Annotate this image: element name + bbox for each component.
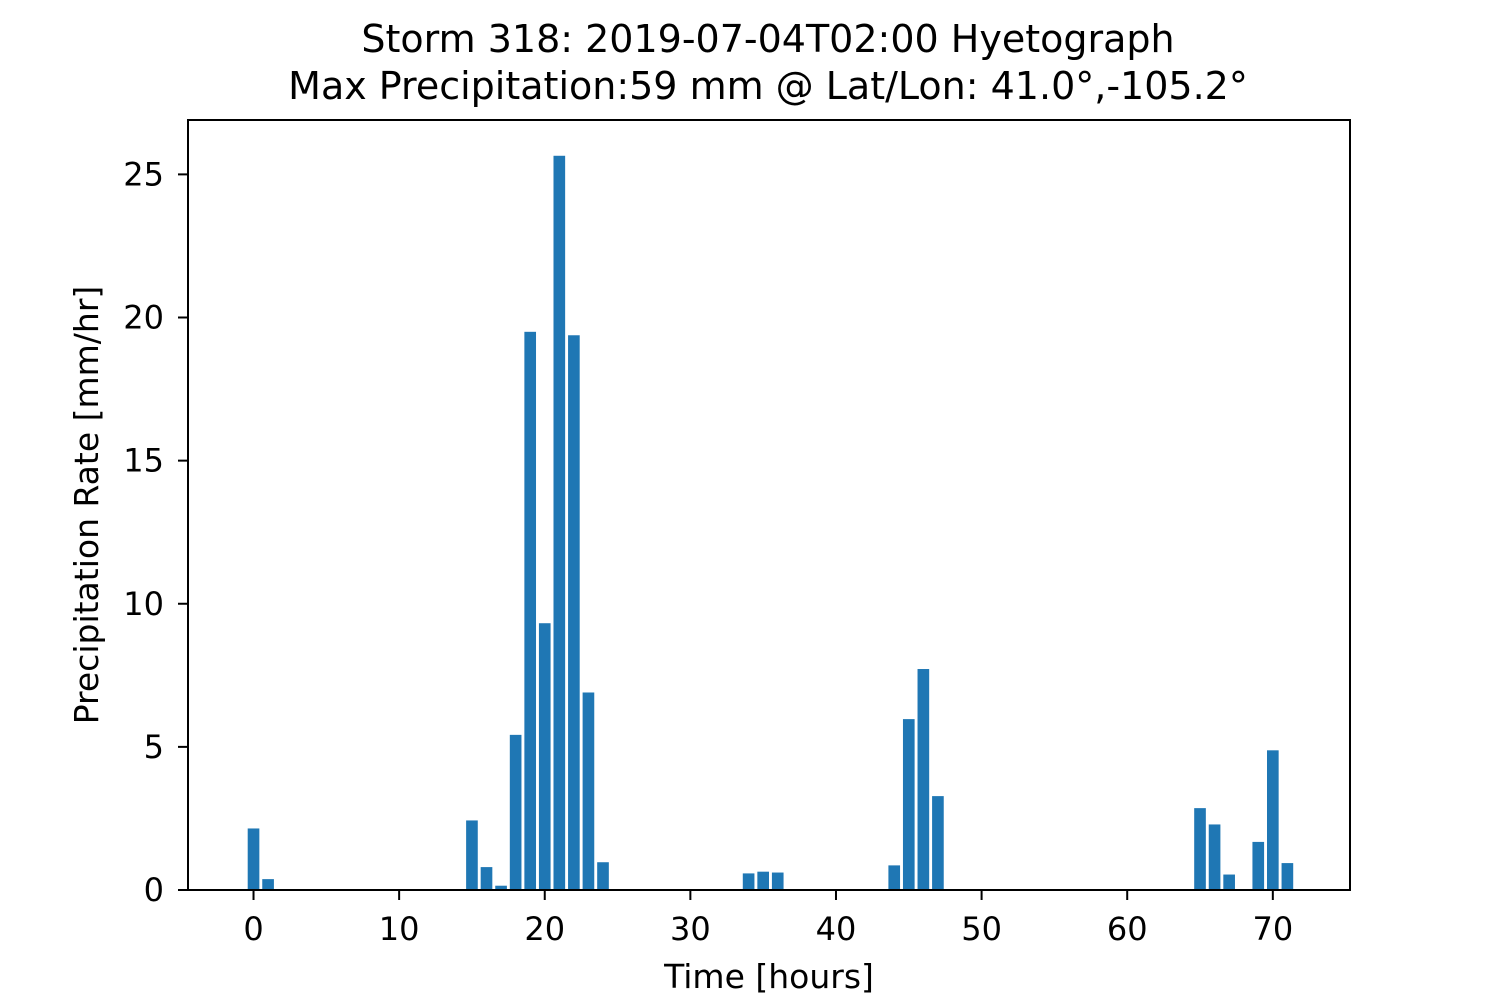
x-tick-label: 30	[670, 910, 711, 948]
bar	[262, 879, 274, 890]
x-tick-label: 70	[1252, 910, 1293, 948]
bar	[553, 155, 566, 890]
x-tick-label: 20	[524, 910, 565, 948]
x-tick-label: 10	[379, 910, 420, 948]
bar	[568, 335, 580, 890]
y-axis-ticks: 0 5 10 15 20 25	[123, 155, 188, 909]
x-axis-ticks: 0 10 20 30 40 50 60 70	[243, 890, 1293, 948]
y-tick-label: 10	[123, 585, 164, 623]
bar	[1194, 808, 1206, 890]
x-tick-label: 60	[1107, 910, 1148, 948]
bar	[888, 865, 901, 890]
y-tick-label: 15	[123, 442, 164, 480]
bar-series	[247, 155, 1294, 890]
bar	[757, 871, 769, 890]
y-axis-label: Precipitation Rate [mm/hr]	[67, 286, 106, 725]
bar	[742, 873, 755, 890]
chart-title-line1: Storm 318: 2019-07-04T02:00 Hyetograph	[361, 17, 1174, 61]
y-tick-label: 20	[123, 299, 164, 337]
bar	[902, 719, 915, 890]
bar	[1208, 824, 1221, 890]
x-tick-label: 50	[961, 910, 1002, 948]
bar	[771, 872, 784, 890]
bar	[1252, 841, 1265, 890]
y-tick-label: 5	[144, 728, 164, 766]
x-tick-label: 0	[243, 910, 263, 948]
y-tick-label: 0	[144, 871, 164, 909]
bar	[582, 692, 595, 890]
bar	[1223, 874, 1235, 890]
bar	[538, 623, 551, 890]
bar	[247, 828, 260, 890]
bar	[917, 669, 930, 890]
bar	[480, 867, 493, 890]
y-tick-label: 25	[123, 155, 164, 193]
bar	[466, 820, 478, 890]
plot-frame	[187, 119, 1351, 891]
bar	[495, 885, 507, 890]
bar	[524, 331, 537, 890]
chart-title-line2: Max Precipitation:59 mm @ Lat/Lon: 41.0°…	[288, 64, 1248, 108]
bar	[1281, 863, 1294, 890]
bar	[932, 796, 944, 890]
x-tick-label: 40	[816, 910, 857, 948]
bar	[1267, 750, 1279, 890]
x-axis-label: Time [hours]	[663, 957, 874, 996]
bar	[597, 862, 609, 890]
bar	[509, 734, 522, 890]
